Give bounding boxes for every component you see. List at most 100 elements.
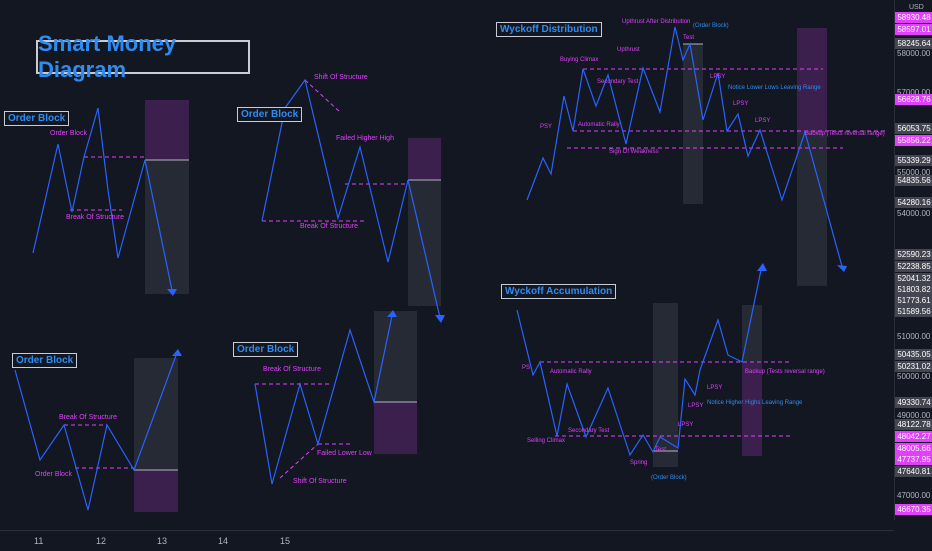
acc-label-ps: PS xyxy=(522,365,531,371)
zone-separators xyxy=(134,43,703,471)
panel-distribution-title: Wyckoff Distribution xyxy=(496,22,602,37)
price-box: 52238.85 xyxy=(895,261,932,272)
ob2-label-bos: Break Of Structure xyxy=(300,223,358,230)
price-box: 50435.05 xyxy=(895,349,932,360)
acc-label-spring: Spring xyxy=(630,460,648,466)
price-tick: 50000.00 xyxy=(897,372,931,381)
acc-label-higher-highs: Notice Higher Highs Leaving Range xyxy=(707,400,803,406)
price-box: 46670.35 xyxy=(895,504,932,515)
acc-label-automatic-rally: Automatic Rally xyxy=(550,369,592,375)
price-tick: 54000.00 xyxy=(897,209,931,218)
ob1-label-order-block: Order Block xyxy=(50,130,87,137)
zone-dist-purple xyxy=(797,28,827,134)
zone-acc-gray-2 xyxy=(742,305,762,363)
price-box: 54835.56 xyxy=(895,175,932,186)
ob4-label-fll: Failed Lower Low xyxy=(317,450,372,457)
price-tick: 58000.00 xyxy=(897,49,931,58)
price-box: 52041.32 xyxy=(895,273,932,284)
zone-ob1-purple xyxy=(145,100,189,160)
diagram-title: Smart Money Diagram xyxy=(36,31,250,82)
price-box: 58245.64 xyxy=(895,38,932,49)
price-box: 51773.61 xyxy=(895,295,932,306)
price-axis[interactable]: USD 58000.00 57000.00 55000.00 54000.00 … xyxy=(894,0,932,520)
time-tick: 15 xyxy=(280,536,291,546)
acc-label-order-block: (Order Block) xyxy=(651,475,687,481)
acc-label-lpsy-2: LPSY xyxy=(688,403,704,409)
price-box: 48122.78 xyxy=(895,419,932,430)
dist-label-lower-lows: Notice Lower Lows Leaving Range xyxy=(728,85,821,91)
dist-label-lpsy-2: LPSY xyxy=(733,101,749,107)
zone-ob3-purple xyxy=(134,470,178,512)
ob3-label-bos: Break Of Structure xyxy=(59,414,117,421)
acc-label-lpsy-1: LPSY xyxy=(707,385,723,391)
arrow-heads xyxy=(167,263,847,356)
price-box: 58597.01 xyxy=(895,24,932,35)
zone-acc-gray-1 xyxy=(653,303,678,467)
panel-ob3-title: Order Block xyxy=(12,353,78,368)
path-ob2 xyxy=(261,78,442,323)
ob4-label-sos: Shift Of Structure xyxy=(293,478,347,485)
price-box: 56628.76 xyxy=(895,94,932,105)
price-box: 47737.95 xyxy=(895,454,932,465)
path-ob4 xyxy=(254,310,394,485)
price-box: 54280.16 xyxy=(895,197,932,208)
dist-label-psy: PSY xyxy=(540,124,553,130)
panel-ob4-title: Order Block xyxy=(233,342,299,357)
dist-label-automatic-rally: Automatic Rally xyxy=(578,122,620,128)
panel-ob1-title: Order Block xyxy=(4,111,70,126)
price-box: 51589.56 xyxy=(895,306,932,317)
ob4-label-bos: Break Of Structure xyxy=(263,366,321,373)
currency-label: USD xyxy=(909,4,924,11)
zone-ob4-gray xyxy=(374,311,417,402)
zone-ob4-purple xyxy=(374,402,417,454)
dashed-levels xyxy=(64,68,885,479)
dist-label-lpsy-1: LPSY xyxy=(710,74,726,80)
time-axis[interactable]: 11 12 13 14 15 xyxy=(0,530,894,551)
price-box: 52590.23 xyxy=(895,249,932,260)
acc-label-backup: Backup (Tests reversal range) xyxy=(745,369,825,375)
path-distribution xyxy=(526,26,844,271)
dist-label-lpsy-3: LPSY xyxy=(755,118,771,124)
acc-label-selling-climax: Selling Climax xyxy=(527,438,566,444)
acc-label-test: Test xyxy=(655,447,667,453)
ob1-label-bos: Break Of Structure xyxy=(66,214,124,221)
ob2-label-fhh: Failed Higher High xyxy=(336,135,394,142)
dist-label-backup: Backup (Tests reversal range) xyxy=(805,131,885,137)
acc-label-secondary-test: Secondary Test xyxy=(568,428,610,434)
panel-accumulation-title: Wyckoff Accumulation xyxy=(501,284,617,299)
price-box: 49330.74 xyxy=(895,397,932,408)
price-tick: 51000.00 xyxy=(897,332,931,341)
ob2-label-sos: Shift Of Structure xyxy=(314,74,368,81)
price-box: 47640.81 xyxy=(895,466,932,477)
dist-label-upthrust: Upthrust xyxy=(617,47,640,53)
price-box: 48005.66 xyxy=(895,443,932,454)
zone-ob1-gray xyxy=(145,160,189,294)
zone-ob2-gray xyxy=(408,180,441,306)
price-box: 56053.75 xyxy=(895,123,932,134)
price-box: 55339.29 xyxy=(895,155,932,166)
price-paths xyxy=(14,26,844,511)
price-tick: 47000.00 xyxy=(897,491,931,500)
time-tick: 12 xyxy=(96,536,107,546)
time-tick: 14 xyxy=(218,536,229,546)
zone-ob2-purple xyxy=(408,138,441,180)
price-tick: 55000.00 xyxy=(897,168,931,177)
price-box: 51803.82 xyxy=(895,284,932,295)
dist-label-test: Test xyxy=(683,35,695,41)
zone-dist-gray-1 xyxy=(683,44,703,204)
dist-label-order-block: (Order Block) xyxy=(693,23,729,29)
price-tick: 49000.00 xyxy=(897,411,931,420)
dist-label-secondary-test: Secondary Test xyxy=(597,79,639,85)
price-box: 58930.48 xyxy=(895,12,932,23)
ob3-label-order-block: Order Block xyxy=(35,471,72,478)
time-tick: 11 xyxy=(34,536,44,546)
dist-label-utad: Upthrust After Distribution xyxy=(622,19,691,25)
path-ob1 xyxy=(32,107,174,296)
zones xyxy=(134,28,827,512)
price-box: 55856.22 xyxy=(895,135,932,146)
dist-label-sow: Sign Of Weakness xyxy=(609,149,659,155)
acc-label-lpsy-3: LPSY xyxy=(678,422,694,428)
path-accumulation xyxy=(516,264,763,457)
path-ob3 xyxy=(14,349,179,511)
